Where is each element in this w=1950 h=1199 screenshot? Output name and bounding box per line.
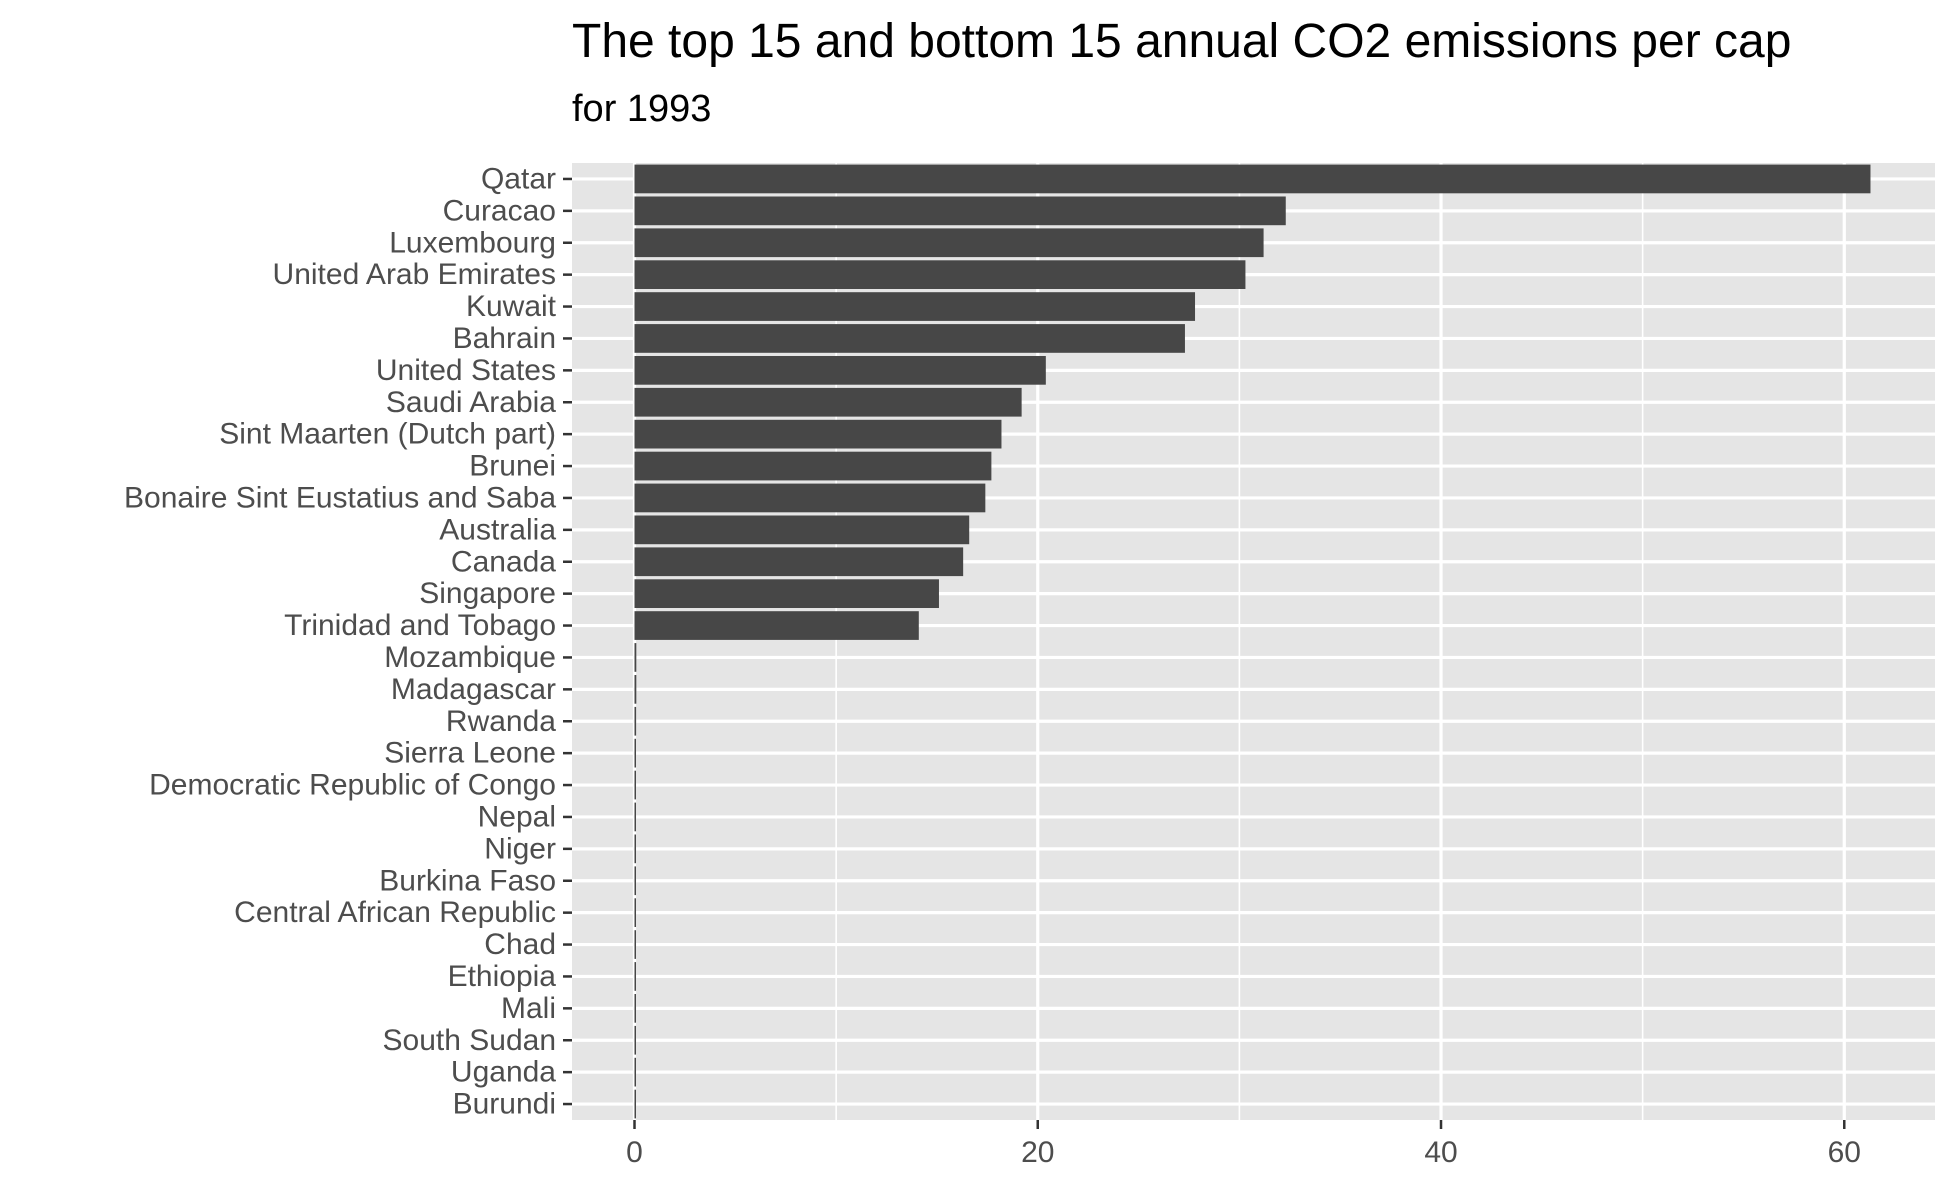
y-tick-label: Sint Maarten (Dutch part) [219,418,556,451]
bar [634,1025,637,1055]
bar [634,515,970,545]
x-axis: 0 20 40 60 [626,1120,1861,1169]
bar [634,962,637,991]
y-tick-label: Brunei [469,450,556,483]
bar [634,451,992,481]
bar [634,611,919,640]
y-tick-label: Kuwait [466,290,557,323]
y-tick-label: Australia [439,513,556,546]
chart-title: The top 15 and bottom 15 annual CO2 emis… [572,15,1792,68]
bars [634,164,1871,1119]
x-tick-label: 0 [626,1136,643,1169]
y-tick-label: Nepal [478,800,556,833]
y-tick-label: Sierra Leone [384,737,556,770]
y-tick-label: Trinidad and Tobago [284,609,556,642]
bar [634,228,1264,258]
bar [634,866,637,896]
bar [634,738,637,768]
minor-gridlines [835,163,1644,1120]
bar [634,898,637,928]
bar [634,324,1185,353]
bar [634,770,637,800]
bar [634,1057,637,1087]
y-tick-label: Bahrain [453,322,556,355]
bar [634,1089,637,1119]
y-tick-label: Mali [501,992,556,1025]
bar [634,260,1246,290]
bar [634,292,1196,321]
x-tick-label: 60 [1828,1136,1861,1169]
bar [634,706,637,736]
y-tick-label: Luxembourg [389,226,556,259]
bar [634,993,637,1023]
y-tick-label: Chad [484,928,556,961]
bar [634,483,986,513]
bar [634,643,637,672]
bar [634,579,939,609]
x-tick-label: 20 [1021,1136,1054,1169]
bar [634,802,637,832]
bar [634,547,964,577]
bar [634,164,1871,194]
y-tick-label: Ethiopia [448,960,557,993]
y-tick-label: Democratic Republic of Congo [149,769,556,802]
y-tick-label: Madagascar [391,673,556,706]
bar [634,674,637,704]
y-tick-label: Bonaire Sint Eustatius and Saba [124,481,556,514]
y-tick-label: Burundi [453,1088,556,1121]
plot-panel [572,163,1935,1120]
y-tick-label: United States [376,354,556,387]
bar [634,355,1046,385]
y-tick-label: Rwanda [446,705,556,738]
y-tick-label: South Sudan [383,1024,556,1057]
x-tick-label: 40 [1424,1136,1457,1169]
y-tick-label: Mozambique [384,641,556,674]
bar [634,196,1286,226]
bar [634,387,1022,417]
y-tick-label: Saudi Arabia [386,386,556,419]
bar [634,419,1002,449]
y-tick-label: Central African Republic [234,896,556,929]
bar [634,834,637,864]
y-tick-label: Qatar [481,162,556,195]
y-tick-label: Uganda [451,1056,556,1089]
y-tick-label: Curacao [443,194,556,227]
y-tick-label: Canada [451,545,556,578]
chart-subtitle: for 1993 [572,88,712,130]
y-tick-label: Niger [484,832,556,865]
y-tick-label: United Arab Emirates [273,258,556,291]
bar [634,930,637,959]
y-tick-label: Burkina Faso [379,864,556,897]
y-tick-label: Singapore [419,577,556,610]
